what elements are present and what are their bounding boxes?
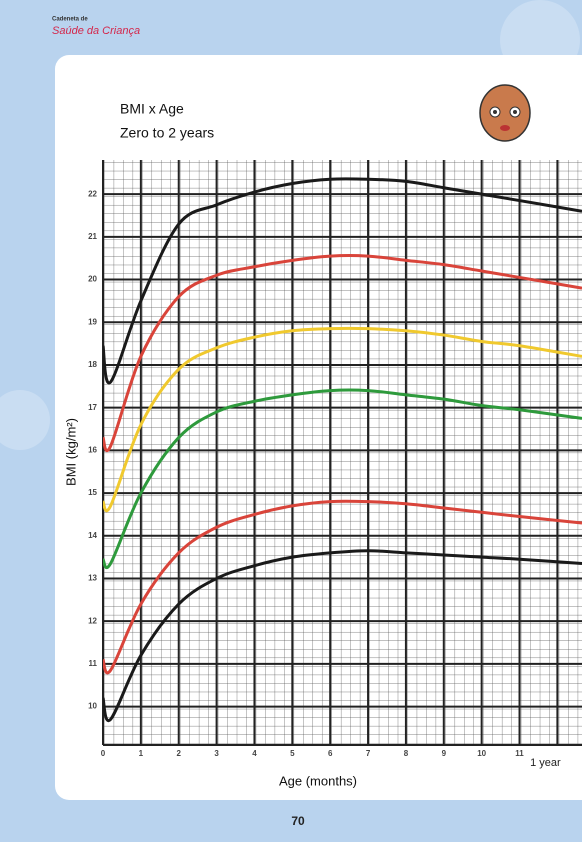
x-tick-label: 4 xyxy=(252,749,257,758)
y-axis-label: BMI (kg/m²) xyxy=(63,418,78,486)
chart-title: BMI x Age xyxy=(120,101,184,117)
plot-area xyxy=(103,160,582,745)
y-tick-label: 17 xyxy=(88,403,97,412)
x-tick-label: 11 xyxy=(515,749,524,758)
x-axis-label: Age (months) xyxy=(279,773,357,788)
y-tick-label: 16 xyxy=(88,445,97,454)
x-tick-label: 2 xyxy=(177,749,182,758)
y-tick-label: 14 xyxy=(88,531,97,540)
x-tick-label: 0 xyxy=(101,749,106,758)
baby-icon xyxy=(480,85,530,141)
y-tick-label: 15 xyxy=(88,488,97,497)
x-tick-label: 6 xyxy=(328,749,333,758)
x-tick-label: 3 xyxy=(214,749,219,758)
page: Cadeneta de Saúde da Criança BMI x Age Z… xyxy=(0,0,582,842)
document-page: Cadeneta de Saúde da Criança BMI x Age Z… xyxy=(0,0,582,842)
x-tick-label: 9 xyxy=(442,749,447,758)
y-tick-label: 13 xyxy=(88,574,97,583)
y-tick-label: 11 xyxy=(89,659,98,668)
y-tick-label: 21 xyxy=(88,232,97,241)
x-tick-label: 5 xyxy=(290,749,295,758)
chart-subtitle: Zero to 2 years xyxy=(120,125,214,141)
y-tick-label: 22 xyxy=(88,189,97,198)
x-tick-label: 8 xyxy=(404,749,409,758)
y-tick-label: 12 xyxy=(88,616,97,625)
y-tick-label: 20 xyxy=(88,275,97,284)
y-tick-label: 18 xyxy=(88,360,97,369)
y-tick-label: 10 xyxy=(88,702,97,711)
x-tick-label: 1 xyxy=(139,749,144,758)
x-tick-label: 10 xyxy=(477,749,486,758)
x-tick-label: 7 xyxy=(366,749,371,758)
page-number: 70 xyxy=(291,814,305,828)
header-brand: Saúde da Criança xyxy=(52,25,140,37)
y-tick-label: 19 xyxy=(88,317,97,326)
background-decor xyxy=(0,390,50,450)
header-small: Cadeneta de xyxy=(52,17,88,23)
x-tick-label: 1 year xyxy=(530,757,561,769)
